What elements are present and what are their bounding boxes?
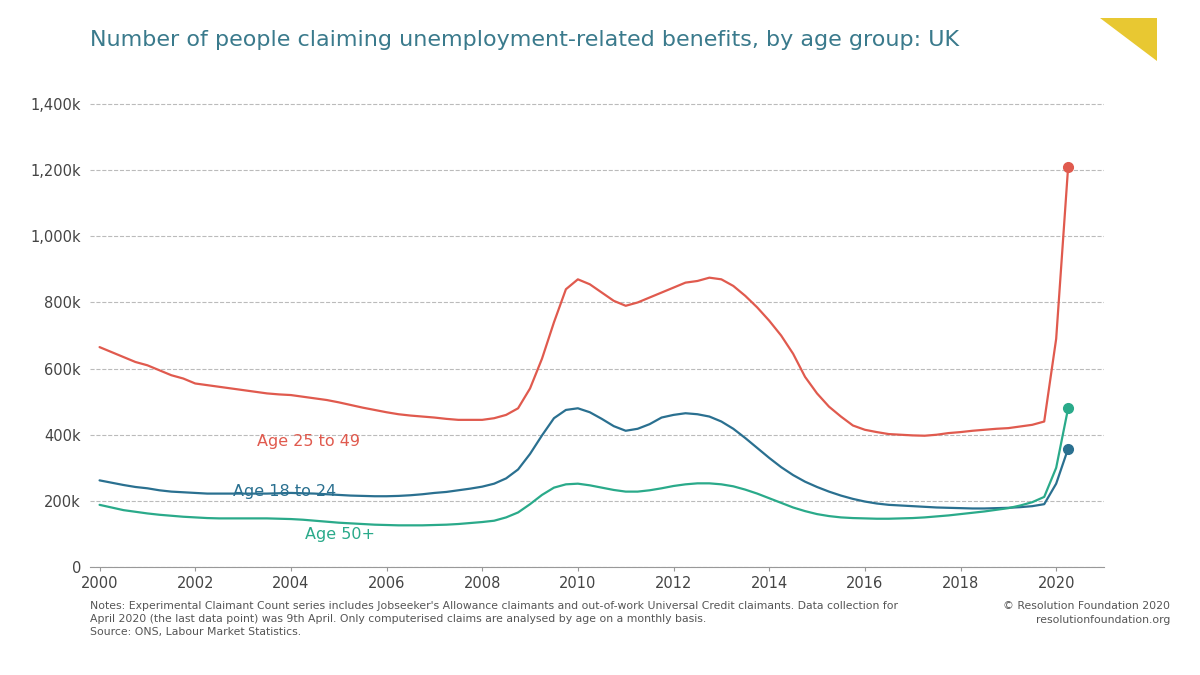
Text: Notes: Experimental Claimant Count series includes Jobseeker's Allowance claiman: Notes: Experimental Claimant Count serie… [90,601,898,637]
Text: Age 18 to 24: Age 18 to 24 [234,484,337,499]
Polygon shape [1099,18,1157,61]
Text: Age 25 to 49: Age 25 to 49 [258,434,360,449]
Text: RF: RF [1090,51,1126,75]
Text: Age 50+: Age 50+ [305,527,376,543]
Text: © Resolution Foundation 2020
resolutionfoundation.org: © Resolution Foundation 2020 resolutionf… [1003,601,1170,625]
Text: Number of people claiming unemployment-related benefits, by age group: UK: Number of people claiming unemployment-r… [90,30,959,51]
